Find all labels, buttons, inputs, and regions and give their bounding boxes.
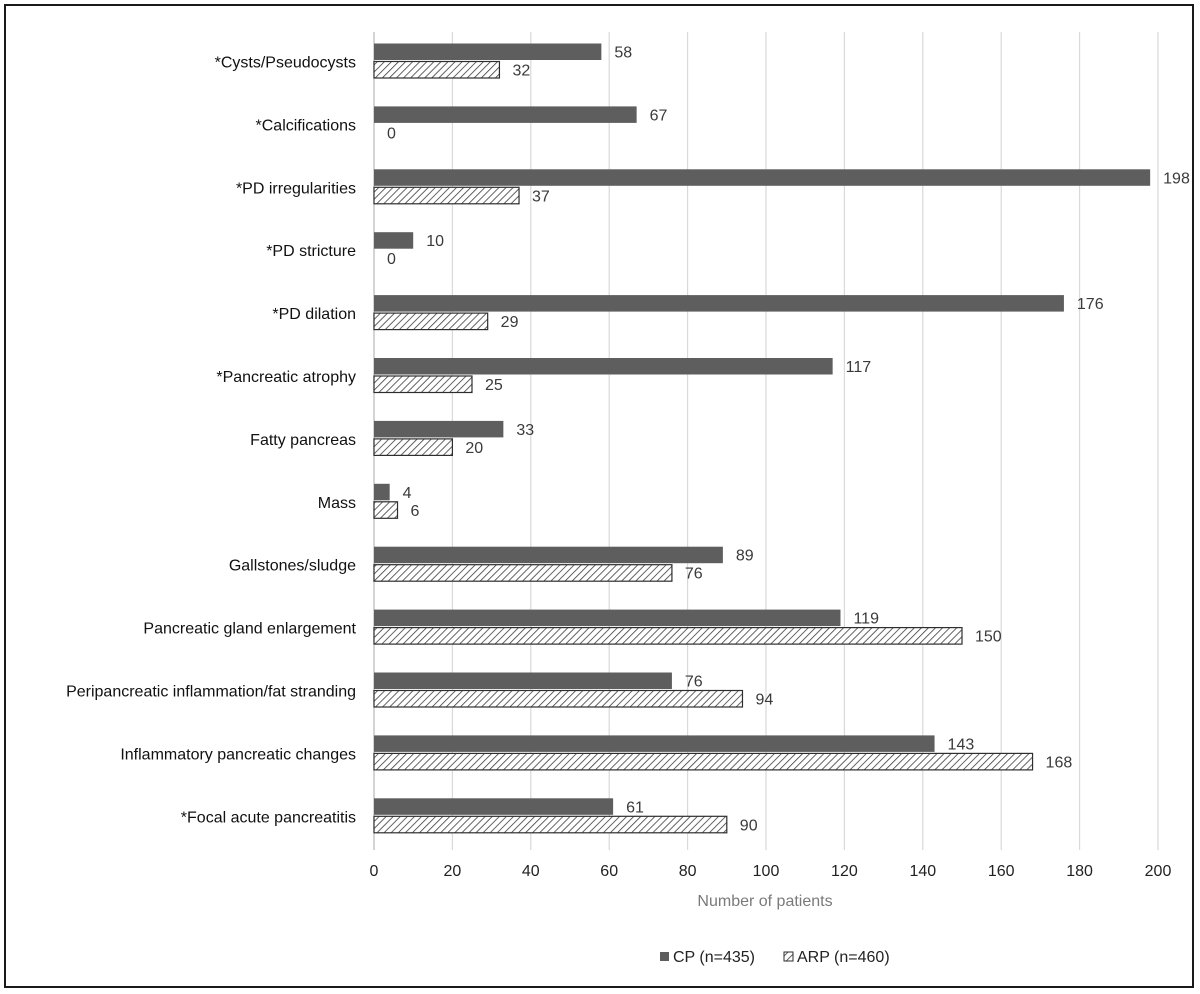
bar-cp xyxy=(374,232,414,249)
data-label-arp: 94 xyxy=(755,692,773,709)
bar-cp xyxy=(374,358,833,375)
category-label: Inflammatory pancreatic changes xyxy=(120,746,356,763)
data-label-arp: 168 xyxy=(1046,754,1073,771)
x-tick-label: 40 xyxy=(522,863,540,880)
data-label-cp: 89 xyxy=(736,548,754,565)
x-tick-label: 100 xyxy=(753,863,780,880)
data-label-cp: 4 xyxy=(403,485,412,502)
x-tick-label: 140 xyxy=(909,863,936,880)
data-label-cp: 176 xyxy=(1077,296,1104,313)
bar-arp xyxy=(373,564,673,582)
data-label-arp: 32 xyxy=(512,63,530,80)
legend-label-arp: ARP (n=460) xyxy=(797,949,890,966)
bar-cp xyxy=(374,546,723,564)
data-label-cp: 198 xyxy=(1163,170,1190,187)
bar-arp xyxy=(373,60,501,79)
bar-arp xyxy=(373,626,963,645)
bar-arp xyxy=(373,312,489,331)
data-label-arp: 20 xyxy=(465,440,483,457)
data-label-cp: 58 xyxy=(614,45,632,62)
x-tick-label: 80 xyxy=(679,863,697,880)
data-label-cp: 143 xyxy=(948,736,975,753)
x-tick-label: 200 xyxy=(1145,863,1172,880)
category-label: *PD stricture xyxy=(266,243,356,260)
data-label-cp: 119 xyxy=(853,611,879,628)
x-tick-label: 20 xyxy=(444,863,462,880)
data-label-arp: 150 xyxy=(975,629,1002,646)
category-label: *PD dilation xyxy=(272,306,356,323)
x-axis-title: Number of patients xyxy=(697,893,832,910)
bar-cp xyxy=(374,798,614,815)
category-label: *Cysts/Pseudocysts xyxy=(215,54,356,71)
data-label-arp: 29 xyxy=(501,314,519,331)
gridlines xyxy=(373,32,1159,850)
legend-swatch-cp xyxy=(660,952,669,961)
bar-cp xyxy=(374,295,1064,312)
category-label: Gallstones/sludge xyxy=(229,558,356,575)
x-axis-ticks: 0 20 40 60 80 100 120 140 160 180 200 xyxy=(370,863,1172,880)
x-tick-label: 0 xyxy=(370,863,379,880)
data-label-arp: 76 xyxy=(685,566,703,583)
data-label-cp: 117 xyxy=(846,359,872,376)
bar-arp xyxy=(373,501,399,519)
category-label: *PD irregularities xyxy=(236,180,356,197)
bar-cp xyxy=(374,169,1151,186)
legend-label-cp: CP (n=435) xyxy=(673,949,755,966)
bar-arp xyxy=(373,689,744,708)
category-label: *Focal acute pancreatitis xyxy=(181,809,356,826)
x-tick-label: 180 xyxy=(1066,863,1093,880)
x-tick-label: 120 xyxy=(831,863,858,880)
x-tick-label: 160 xyxy=(988,863,1015,880)
data-label-cp: 33 xyxy=(516,422,534,439)
legend: CP (n=435) ARP (n=460) xyxy=(660,949,890,966)
bar-arp xyxy=(373,815,728,834)
data-labels: 58 32 67 0 198 37 10 0 176 29 117 25 33 20 46 89 76 119 15… xyxy=(387,45,1190,835)
data-label-arp: 37 xyxy=(532,188,550,205)
bars xyxy=(373,43,1151,834)
category-label: Mass xyxy=(318,495,356,512)
bar-cp xyxy=(374,106,637,123)
data-label-arp: 90 xyxy=(740,817,758,834)
bar-cp xyxy=(374,735,935,752)
category-label: *Calcifications xyxy=(256,117,356,134)
bar-arp xyxy=(373,438,454,456)
category-label: Fatty pancreas xyxy=(250,432,356,449)
bar-cp xyxy=(374,609,841,627)
category-label: *Pancreatic atrophy xyxy=(216,369,356,386)
data-label-cp: 61 xyxy=(626,799,644,816)
bar-cp xyxy=(374,43,602,60)
category-label: Peripancreatic inflammation/fat strandin… xyxy=(66,683,356,700)
bar-cp xyxy=(374,420,504,438)
data-label-cp: 76 xyxy=(685,674,703,691)
data-label-arp: 0 xyxy=(387,125,396,142)
bar-cp xyxy=(374,483,390,501)
data-label-arp: 6 xyxy=(411,503,420,520)
bar-arp xyxy=(373,375,473,394)
data-label-cp: 10 xyxy=(426,233,444,250)
legend-swatch-arp xyxy=(783,951,794,962)
bar-cp xyxy=(374,672,672,689)
x-tick-label: 60 xyxy=(600,863,618,880)
data-label-arp: 25 xyxy=(485,377,503,394)
bar-arp xyxy=(373,186,520,205)
category-label: Pancreatic gland enlargement xyxy=(143,621,356,638)
category-labels: *Cysts/Pseudocysts *Calcifications *PD irr… xyxy=(66,54,356,826)
data-label-cp: 67 xyxy=(650,107,668,124)
bar-arp xyxy=(373,752,1034,771)
data-label-arp: 0 xyxy=(387,251,396,268)
